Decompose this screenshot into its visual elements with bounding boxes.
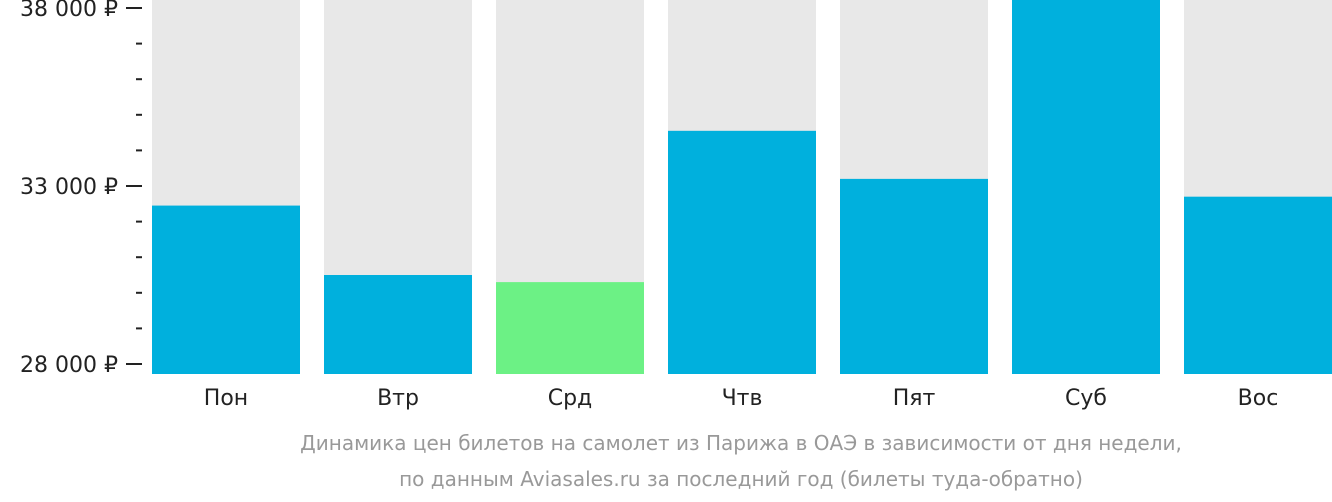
chart-caption-line-1: Динамика цен билетов на самолет из Париж…: [300, 431, 1182, 455]
bar-2: [324, 275, 472, 374]
bar-3: [496, 282, 644, 374]
x-tick-label: Пят: [893, 386, 936, 411]
bar-6: [1012, 0, 1160, 374]
y-axis: 28 000 ₽ 33 000 ₽ 38 000 ₽: [20, 0, 142, 378]
x-tick-label: Чтв: [722, 386, 763, 411]
chart-caption-line-2: по данным Aviasales.ru за последний год …: [399, 467, 1083, 491]
y-tick-label: 33 000 ₽: [20, 175, 118, 200]
x-tick-label: Суб: [1065, 386, 1107, 411]
x-tick-label: Пон: [204, 386, 248, 411]
bars: [152, 0, 1332, 374]
y-tick-label: 38 000 ₽: [20, 0, 118, 22]
price-bar-chart: 28 000 ₽ 33 000 ₽ 38 000 ₽ Пон Втр Срд Чтв Пят…: [20, 0, 1332, 411]
x-tick-label: Вос: [1238, 386, 1279, 411]
x-tick-label: Втр: [377, 386, 419, 411]
x-tick-label: Срд: [548, 386, 593, 411]
bar-4: [668, 130, 816, 374]
bar-5: [840, 178, 988, 374]
bar-7: [1184, 196, 1332, 374]
x-axis-labels: Пон Втр Срд Чтв Пят Суб Вос: [204, 386, 1279, 411]
y-tick-label: 28 000 ₽: [20, 353, 118, 378]
bar-1: [152, 205, 300, 374]
